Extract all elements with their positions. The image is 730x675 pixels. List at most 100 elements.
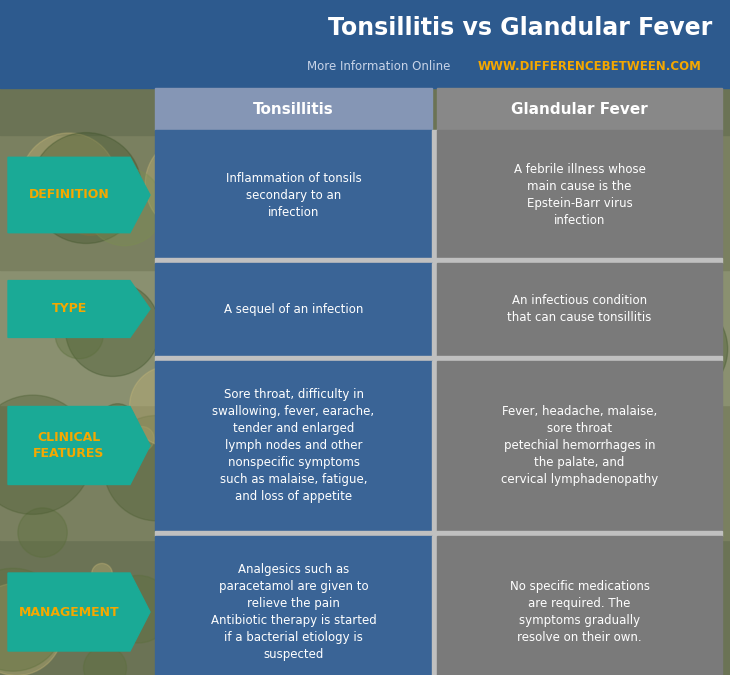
Polygon shape bbox=[8, 406, 150, 485]
Circle shape bbox=[92, 564, 112, 584]
Text: TYPE: TYPE bbox=[51, 302, 87, 315]
Circle shape bbox=[437, 402, 541, 506]
Circle shape bbox=[460, 465, 563, 568]
Circle shape bbox=[204, 129, 313, 238]
Circle shape bbox=[0, 568, 64, 671]
Bar bbox=[0, 403, 730, 540]
Circle shape bbox=[226, 587, 256, 617]
Circle shape bbox=[130, 427, 154, 451]
Circle shape bbox=[258, 292, 364, 398]
Bar bbox=[0, 133, 730, 270]
Circle shape bbox=[512, 400, 618, 506]
Circle shape bbox=[617, 566, 692, 642]
Circle shape bbox=[66, 282, 160, 377]
Circle shape bbox=[169, 179, 214, 223]
Circle shape bbox=[204, 363, 242, 400]
Circle shape bbox=[330, 466, 427, 564]
Circle shape bbox=[192, 581, 223, 613]
Circle shape bbox=[104, 416, 210, 521]
Circle shape bbox=[83, 647, 126, 675]
Circle shape bbox=[588, 578, 626, 616]
Polygon shape bbox=[8, 573, 150, 651]
Circle shape bbox=[318, 370, 352, 404]
Text: Sore throat, difficulty in
swallowing, fever, earache,
tender and enlarged
lymph: Sore throat, difficulty in swallowing, f… bbox=[212, 388, 374, 503]
Circle shape bbox=[542, 578, 607, 643]
Text: Analgesics such as
paracetamol are given to
relieve the pain
Antibiotic therapy : Analgesics such as paracetamol are given… bbox=[211, 563, 377, 661]
Bar bbox=[155, 257, 722, 263]
Bar bbox=[155, 360, 432, 531]
Circle shape bbox=[190, 628, 254, 675]
Circle shape bbox=[87, 190, 123, 227]
Circle shape bbox=[369, 441, 391, 464]
Bar bbox=[0, 0, 730, 135]
Circle shape bbox=[446, 477, 474, 506]
Circle shape bbox=[437, 269, 534, 367]
Text: CLINICAL
FEATURES: CLINICAL FEATURES bbox=[34, 431, 104, 460]
Text: No specific medications
are required. The
symptoms gradually
resolve on their ow: No specific medications are required. Th… bbox=[510, 580, 650, 644]
Circle shape bbox=[299, 281, 415, 397]
Text: An infectious condition
that can cause tonsillitis: An infectious condition that can cause t… bbox=[507, 294, 652, 324]
Circle shape bbox=[100, 404, 135, 439]
Circle shape bbox=[239, 485, 327, 573]
Circle shape bbox=[145, 136, 243, 234]
Bar bbox=[0, 0, 730, 88]
Bar bbox=[437, 130, 722, 257]
Bar bbox=[0, 538, 730, 675]
Circle shape bbox=[61, 176, 120, 236]
Bar bbox=[155, 88, 432, 130]
Circle shape bbox=[515, 271, 546, 301]
Circle shape bbox=[522, 279, 585, 342]
Circle shape bbox=[639, 424, 679, 464]
Circle shape bbox=[492, 169, 602, 279]
Circle shape bbox=[446, 604, 480, 639]
Circle shape bbox=[129, 366, 210, 447]
Circle shape bbox=[299, 370, 412, 483]
Circle shape bbox=[626, 298, 728, 400]
Bar bbox=[155, 531, 722, 535]
Circle shape bbox=[556, 307, 652, 403]
Text: More Information Online: More Information Online bbox=[307, 59, 450, 72]
Text: WWW.DIFFERENCEBETWEEN.COM: WWW.DIFFERENCEBETWEEN.COM bbox=[478, 59, 702, 72]
Circle shape bbox=[532, 148, 602, 218]
Text: Glandular Fever: Glandular Fever bbox=[511, 101, 648, 117]
Circle shape bbox=[319, 513, 372, 566]
Circle shape bbox=[242, 364, 264, 387]
Text: Inflammation of tonsils
secondary to an
infection: Inflammation of tonsils secondary to an … bbox=[226, 171, 361, 219]
Circle shape bbox=[104, 576, 172, 643]
Circle shape bbox=[220, 205, 321, 305]
Circle shape bbox=[506, 284, 539, 317]
Circle shape bbox=[278, 244, 315, 281]
Circle shape bbox=[204, 454, 272, 521]
Bar bbox=[432, 535, 437, 675]
Text: Tonsillitis vs Glandular Fever: Tonsillitis vs Glandular Fever bbox=[328, 16, 712, 40]
Circle shape bbox=[657, 547, 680, 570]
Circle shape bbox=[31, 132, 142, 244]
Text: Fever, headache, malaise,
sore throat
petechial hemorrhages in
the palate, and
c: Fever, headache, malaise, sore throat pe… bbox=[501, 405, 658, 486]
Circle shape bbox=[383, 549, 485, 652]
Circle shape bbox=[520, 316, 596, 392]
Circle shape bbox=[0, 395, 93, 514]
Bar bbox=[155, 535, 432, 675]
Circle shape bbox=[487, 361, 527, 401]
Circle shape bbox=[55, 310, 104, 358]
Circle shape bbox=[500, 424, 547, 471]
Circle shape bbox=[20, 133, 117, 229]
Circle shape bbox=[310, 528, 353, 571]
Text: Tonsillitis: Tonsillitis bbox=[253, 101, 334, 117]
Circle shape bbox=[402, 300, 461, 360]
Polygon shape bbox=[8, 157, 150, 233]
Circle shape bbox=[286, 522, 361, 597]
Circle shape bbox=[538, 389, 637, 487]
Text: DEFINITION: DEFINITION bbox=[28, 188, 109, 202]
Circle shape bbox=[434, 344, 532, 442]
Circle shape bbox=[603, 339, 664, 400]
Circle shape bbox=[266, 146, 346, 225]
Circle shape bbox=[207, 168, 256, 217]
Circle shape bbox=[85, 167, 164, 246]
Text: A sequel of an infection: A sequel of an infection bbox=[224, 302, 364, 315]
Bar bbox=[437, 263, 722, 356]
Circle shape bbox=[269, 619, 338, 675]
Bar bbox=[437, 360, 722, 531]
Bar bbox=[437, 88, 722, 130]
Circle shape bbox=[450, 398, 526, 475]
